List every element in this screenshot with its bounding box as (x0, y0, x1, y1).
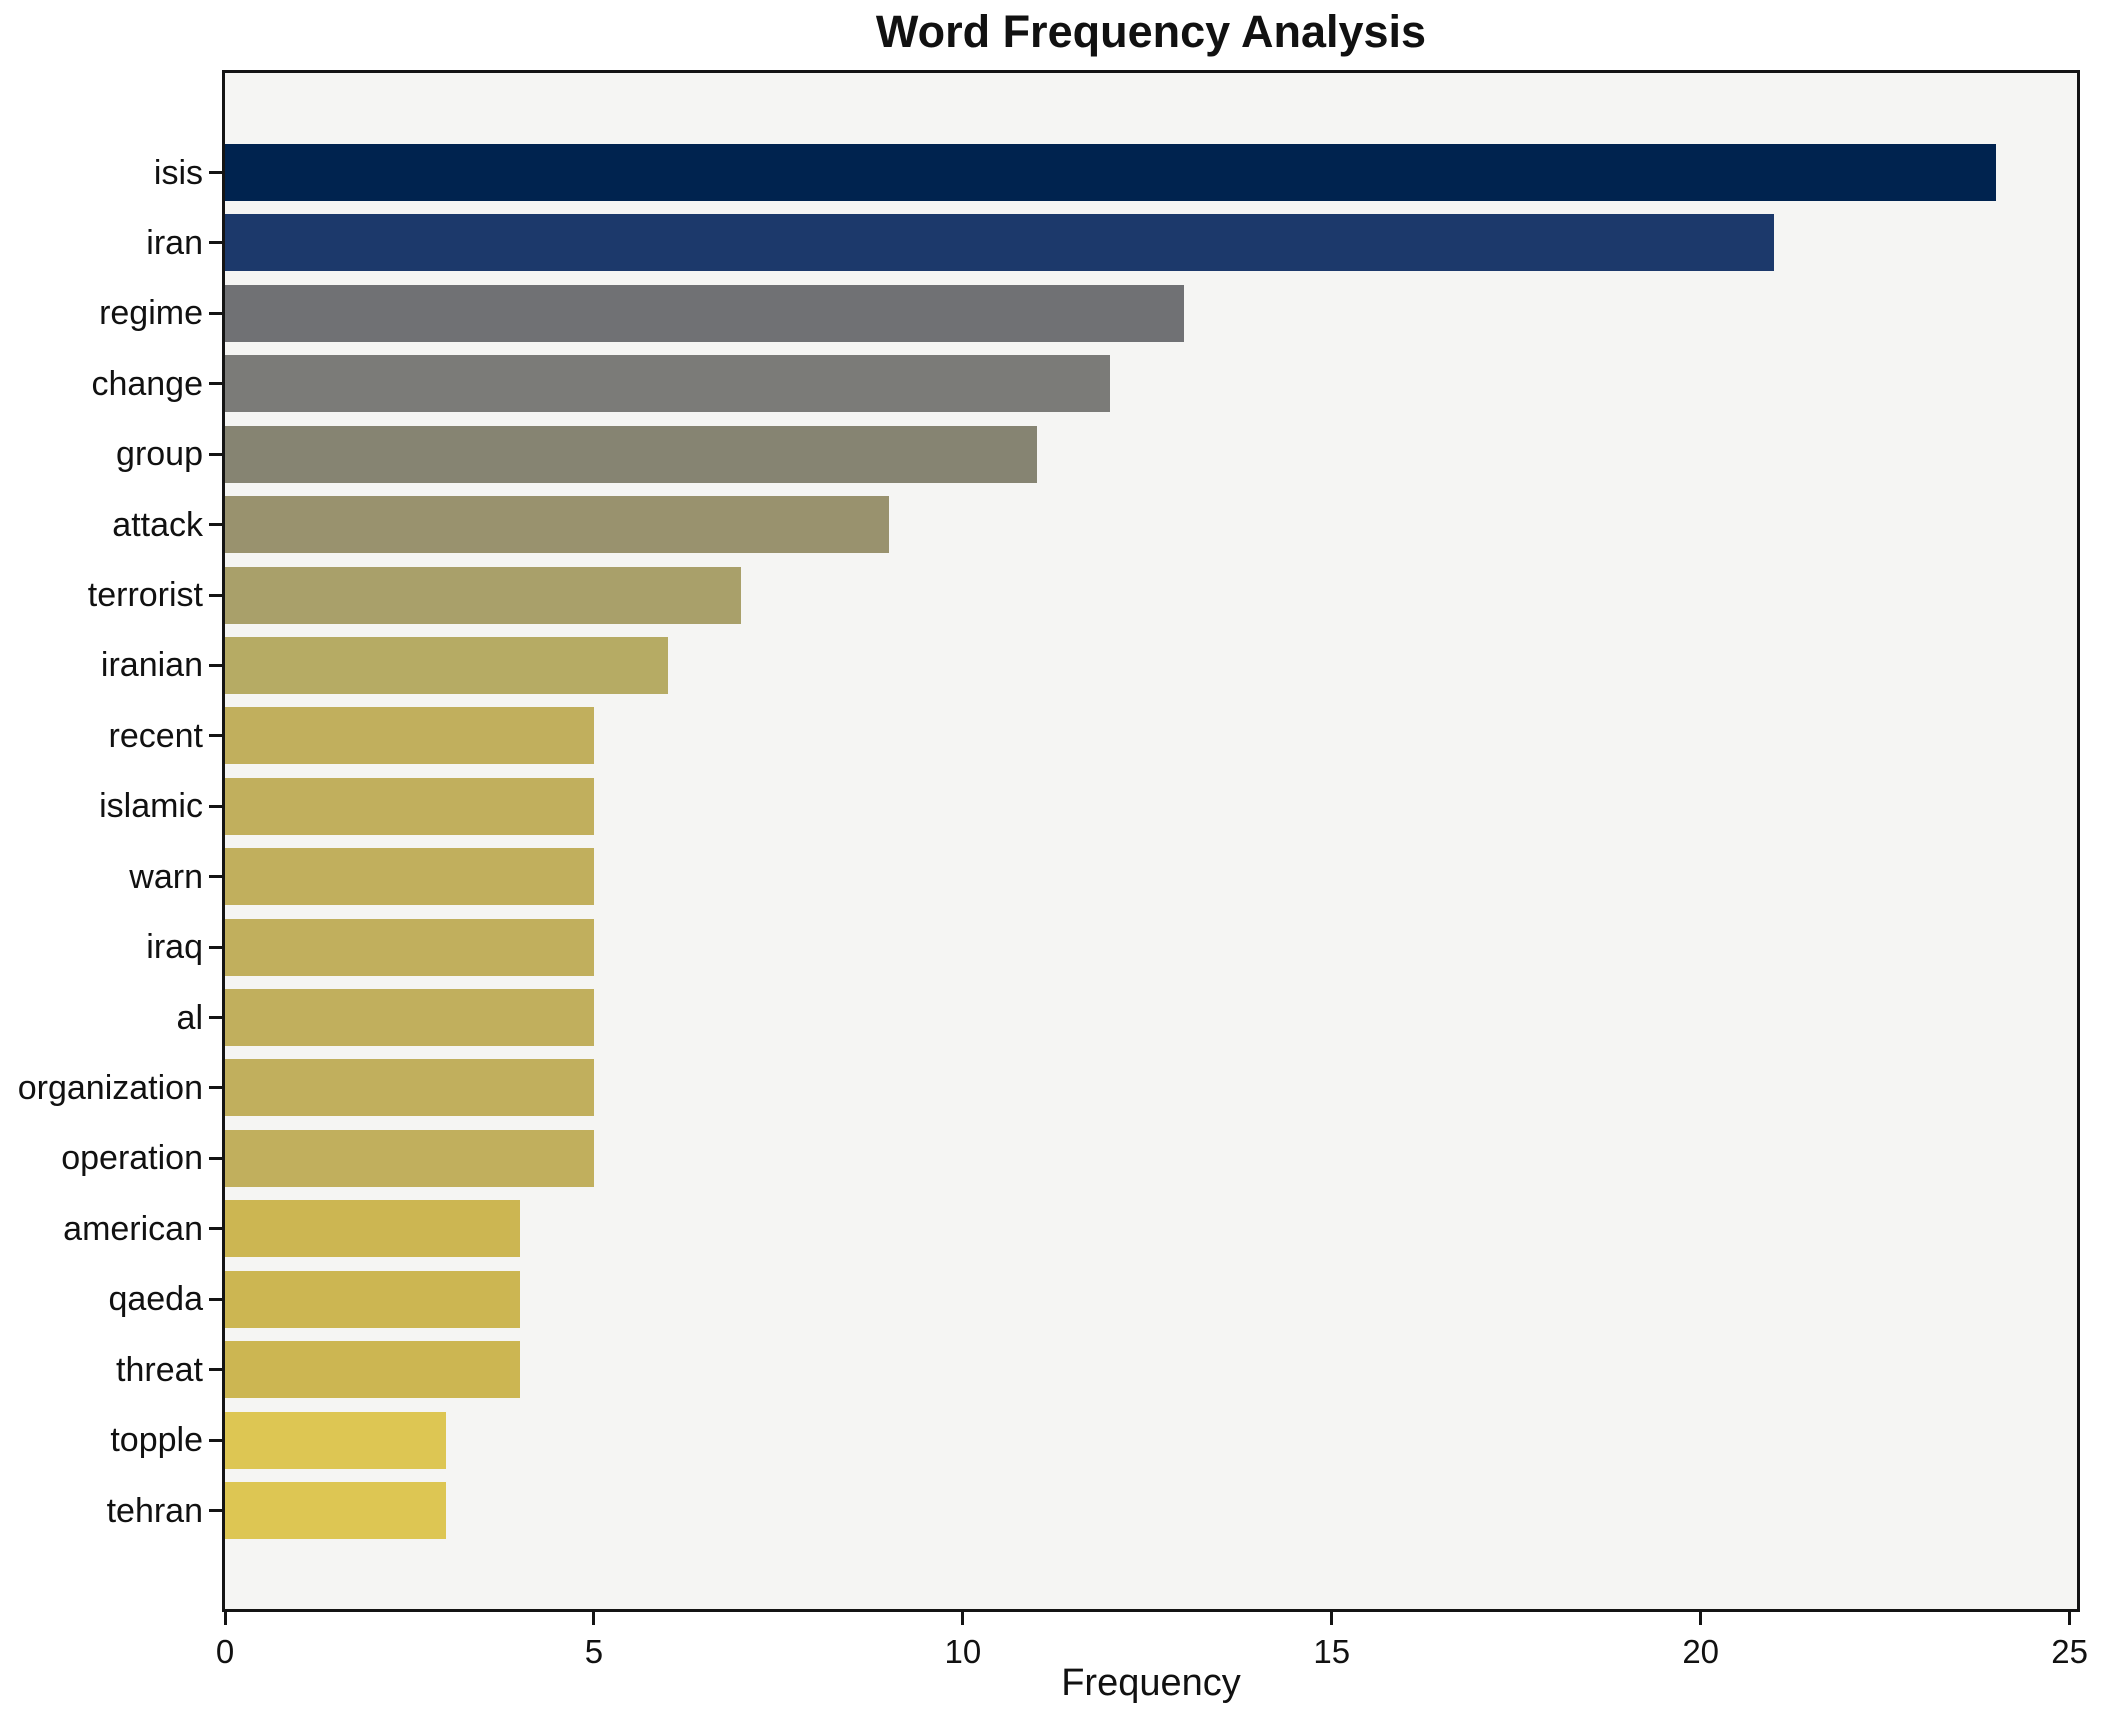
y-tick-label-tehran: tehran (106, 1491, 203, 1530)
y-tick-mark-organization (209, 1086, 222, 1090)
y-tick-mark-al (209, 1016, 222, 1020)
y-tick-mark-group (209, 452, 222, 456)
bar-recent (225, 707, 594, 765)
x-tick-label-15: 15 (1313, 1633, 1351, 1670)
x-tick-label-0: 0 (215, 1633, 235, 1670)
y-tick-mark-recent (209, 734, 222, 738)
y-tick-label-terrorist: terrorist (87, 576, 203, 615)
bar-topple (225, 1411, 447, 1469)
y-tick-label-attack: attack (112, 505, 203, 544)
bar-tehran (225, 1482, 447, 1539)
bar-organization (225, 1059, 594, 1117)
chart-title: Word Frequency Analysis (875, 6, 1427, 57)
y-tick-mark-american (209, 1227, 222, 1231)
y-tick-label-group: group (116, 435, 203, 474)
x-tick-mark-5 (592, 1612, 596, 1625)
y-tick-mark-iran (209, 241, 222, 245)
x-tick-label-25: 25 (2051, 1633, 2088, 1670)
y-tick-label-al: al (176, 998, 203, 1037)
bar-iraq (225, 918, 594, 976)
bar-group (225, 425, 1037, 483)
y-tick-label-iraq: iraq (146, 928, 203, 967)
bar-american (225, 1200, 521, 1258)
y-tick-mark-operation (209, 1156, 222, 1160)
bar-operation (225, 1129, 594, 1187)
y-tick-label-regime: regime (99, 294, 203, 333)
y-tick-label-change: change (91, 364, 203, 403)
bar-warn (225, 848, 594, 906)
plot-area: isis iran regime change group attack terrorist… (18, 70, 2088, 1670)
y-tick-label-recent: recent (108, 716, 204, 755)
x-tick-label-10: 10 (944, 1633, 982, 1670)
y-tick-mark-topple (209, 1438, 222, 1442)
y-tick-mark-iraq (209, 945, 222, 949)
x-tick-label-20: 20 (1682, 1633, 1720, 1670)
bar-change (225, 355, 1111, 413)
y-tick-label-isis: isis (153, 153, 203, 192)
x-tick-mark-20 (1699, 1612, 1703, 1625)
y-tick-mark-attack (209, 523, 222, 527)
x-tick-mark-10 (961, 1612, 965, 1625)
y-tick-label-iran: iran (146, 223, 203, 262)
x-tick-label-5: 5 (584, 1633, 604, 1670)
y-tick-label-qaeda: qaeda (108, 1280, 203, 1319)
bar-attack (225, 496, 890, 554)
y-tick-label-topple: topple (110, 1421, 203, 1460)
y-tick-label-iranian: iranian (100, 646, 203, 685)
y-tick-label-organization: organization (17, 1068, 203, 1107)
y-tick-label-islamic: islamic (99, 787, 203, 826)
bar-regime (225, 284, 1185, 342)
y-tick-mark-regime (209, 311, 222, 315)
y-tick-mark-iranian (209, 663, 222, 667)
y-tick-label-warn: warn (129, 857, 203, 896)
y-tick-mark-warn (209, 875, 222, 879)
y-tick-mark-change (209, 382, 222, 386)
y-tick-mark-tehran (209, 1509, 222, 1512)
bar-isis (225, 144, 1996, 201)
y-tick-mark-terrorist (209, 593, 222, 597)
y-tick-label-operation: operation (61, 1139, 203, 1178)
x-tick-mark-15 (1330, 1612, 1334, 1625)
bar-islamic (225, 777, 594, 835)
bar-qaeda (225, 1270, 521, 1328)
x-axis-label: Frequency (1061, 1662, 1241, 1704)
y-tick-mark-qaeda (209, 1297, 222, 1301)
y-tick-mark-threat (209, 1368, 222, 1372)
y-tick-mark-islamic (209, 804, 222, 808)
x-tick-mark-0 (223, 1612, 227, 1625)
bar-iran (225, 214, 1775, 272)
y-tick-label-threat: threat (116, 1350, 203, 1389)
y-tick-mark-isis (209, 171, 222, 174)
bar-al (225, 989, 594, 1047)
x-tick-mark-25 (2068, 1612, 2072, 1625)
bar-threat (225, 1341, 521, 1399)
y-tick-label-american: american (63, 1209, 203, 1248)
bar-iranian (225, 636, 668, 694)
bar-terrorist (225, 566, 742, 624)
